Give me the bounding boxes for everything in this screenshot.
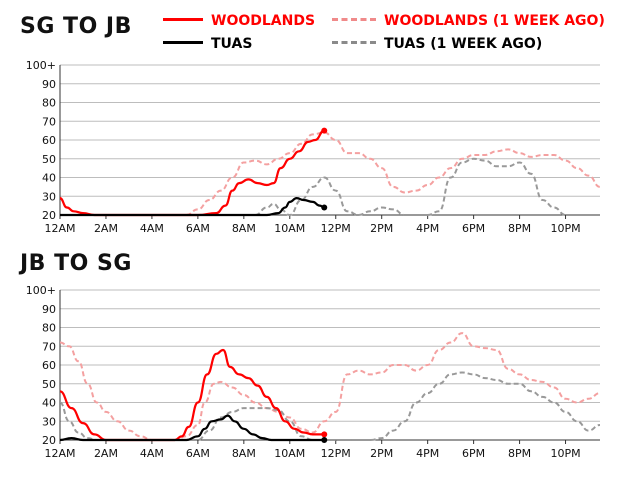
legend-tuas-week-ago-label: TUAS (1 WEEK AGO) xyxy=(384,36,543,52)
x-tick-label: 8AM xyxy=(232,447,256,460)
legend-woodlands-week-ago[interactable]: WOODLANDS (1 WEEK AGO) xyxy=(332,13,605,29)
y-tick-label: 50 xyxy=(42,378,56,391)
y-tick-label: 20 xyxy=(42,434,56,447)
x-tick-label: 12PM xyxy=(321,447,351,460)
y-tick-label: 30 xyxy=(42,415,56,428)
y-tick-label: 80 xyxy=(42,322,56,335)
x-tick-label: 6PM xyxy=(462,447,485,460)
legend-tuas-week-ago-swatch xyxy=(332,40,376,44)
legend-woodlands-swatch xyxy=(163,17,203,21)
x-tick-label: 4PM xyxy=(416,222,439,235)
y-tick-label: 30 xyxy=(42,190,56,203)
x-tick-label: 12AM xyxy=(44,222,75,235)
y-tick-label: 60 xyxy=(42,359,56,372)
series-line-woodlands-1-week-ago xyxy=(59,332,601,441)
series-line-tuas xyxy=(60,197,325,217)
x-tick-label: 6AM xyxy=(186,222,210,235)
series-line-tuas xyxy=(59,414,325,442)
y-tick-label: 100+ xyxy=(26,284,56,297)
x-tick-label: 12PM xyxy=(321,222,351,235)
x-tick-label: 4AM xyxy=(140,222,164,235)
x-tick-label: 2AM xyxy=(94,447,118,460)
y-tick-label: 70 xyxy=(42,115,56,128)
chart-title-jb-to-sg: JB TO SG xyxy=(20,251,132,276)
y-tick-label: 40 xyxy=(42,397,56,410)
x-tick-label: 4AM xyxy=(140,447,164,460)
legend-woodlands-label: WOODLANDS xyxy=(211,13,316,29)
y-tick-label: 40 xyxy=(42,172,56,185)
y-tick-label: 100+ xyxy=(26,59,56,72)
x-tick-label: 12AM xyxy=(44,447,75,460)
legend-woodlands-week-ago-label: WOODLANDS (1 WEEK AGO) xyxy=(384,13,605,29)
series-end-point-woodlands xyxy=(321,127,328,134)
x-tick-label: 6AM xyxy=(186,447,210,460)
x-tick-label: 8PM xyxy=(508,222,531,235)
legend-woodlands-week-ago-swatch xyxy=(332,17,376,21)
legend-woodlands[interactable]: WOODLANDS xyxy=(163,13,315,29)
series-end-point-woodlands xyxy=(321,431,328,438)
x-tick-label: 8AM xyxy=(232,222,256,235)
series-line-tuas-1-week-ago xyxy=(255,157,589,216)
x-tick-label: 6PM xyxy=(462,222,485,235)
series-end-point-tuas xyxy=(321,204,328,211)
y-tick-label: 50 xyxy=(42,153,56,166)
x-tick-label: 10AM xyxy=(274,222,305,235)
x-tick-label: 10PM xyxy=(550,447,580,460)
x-tick-label: 2PM xyxy=(370,222,393,235)
x-tick-label: 10AM xyxy=(274,447,305,460)
y-tick-label: 70 xyxy=(42,340,56,353)
legend-tuas[interactable]: TUAS xyxy=(163,36,252,52)
x-tick-label: 2AM xyxy=(94,222,118,235)
series-line-woodlands-1-week-ago xyxy=(186,131,601,216)
y-tick-label: 90 xyxy=(42,303,56,316)
x-tick-label: 4PM xyxy=(416,447,439,460)
series-line-tuas-1-week-ago xyxy=(59,371,601,441)
chart-title-sg-to-jb: SG TO JB xyxy=(20,14,132,39)
x-tick-label: 10PM xyxy=(550,222,580,235)
x-tick-label: 8PM xyxy=(508,447,531,460)
legend-tuas-swatch xyxy=(163,40,203,44)
legend-tuas-label: TUAS xyxy=(211,36,253,52)
series-line-woodlands xyxy=(59,129,325,217)
y-tick-label: 80 xyxy=(42,97,56,110)
x-tick-label: 2PM xyxy=(370,447,393,460)
series-line-woodlands xyxy=(59,348,325,442)
y-tick-label: 60 xyxy=(42,134,56,147)
series-end-point-tuas xyxy=(321,437,328,443)
y-tick-label: 90 xyxy=(42,78,56,91)
y-tick-label: 20 xyxy=(42,209,56,222)
legend-tuas-week-ago[interactable]: TUAS (1 WEEK AGO) xyxy=(332,36,542,52)
